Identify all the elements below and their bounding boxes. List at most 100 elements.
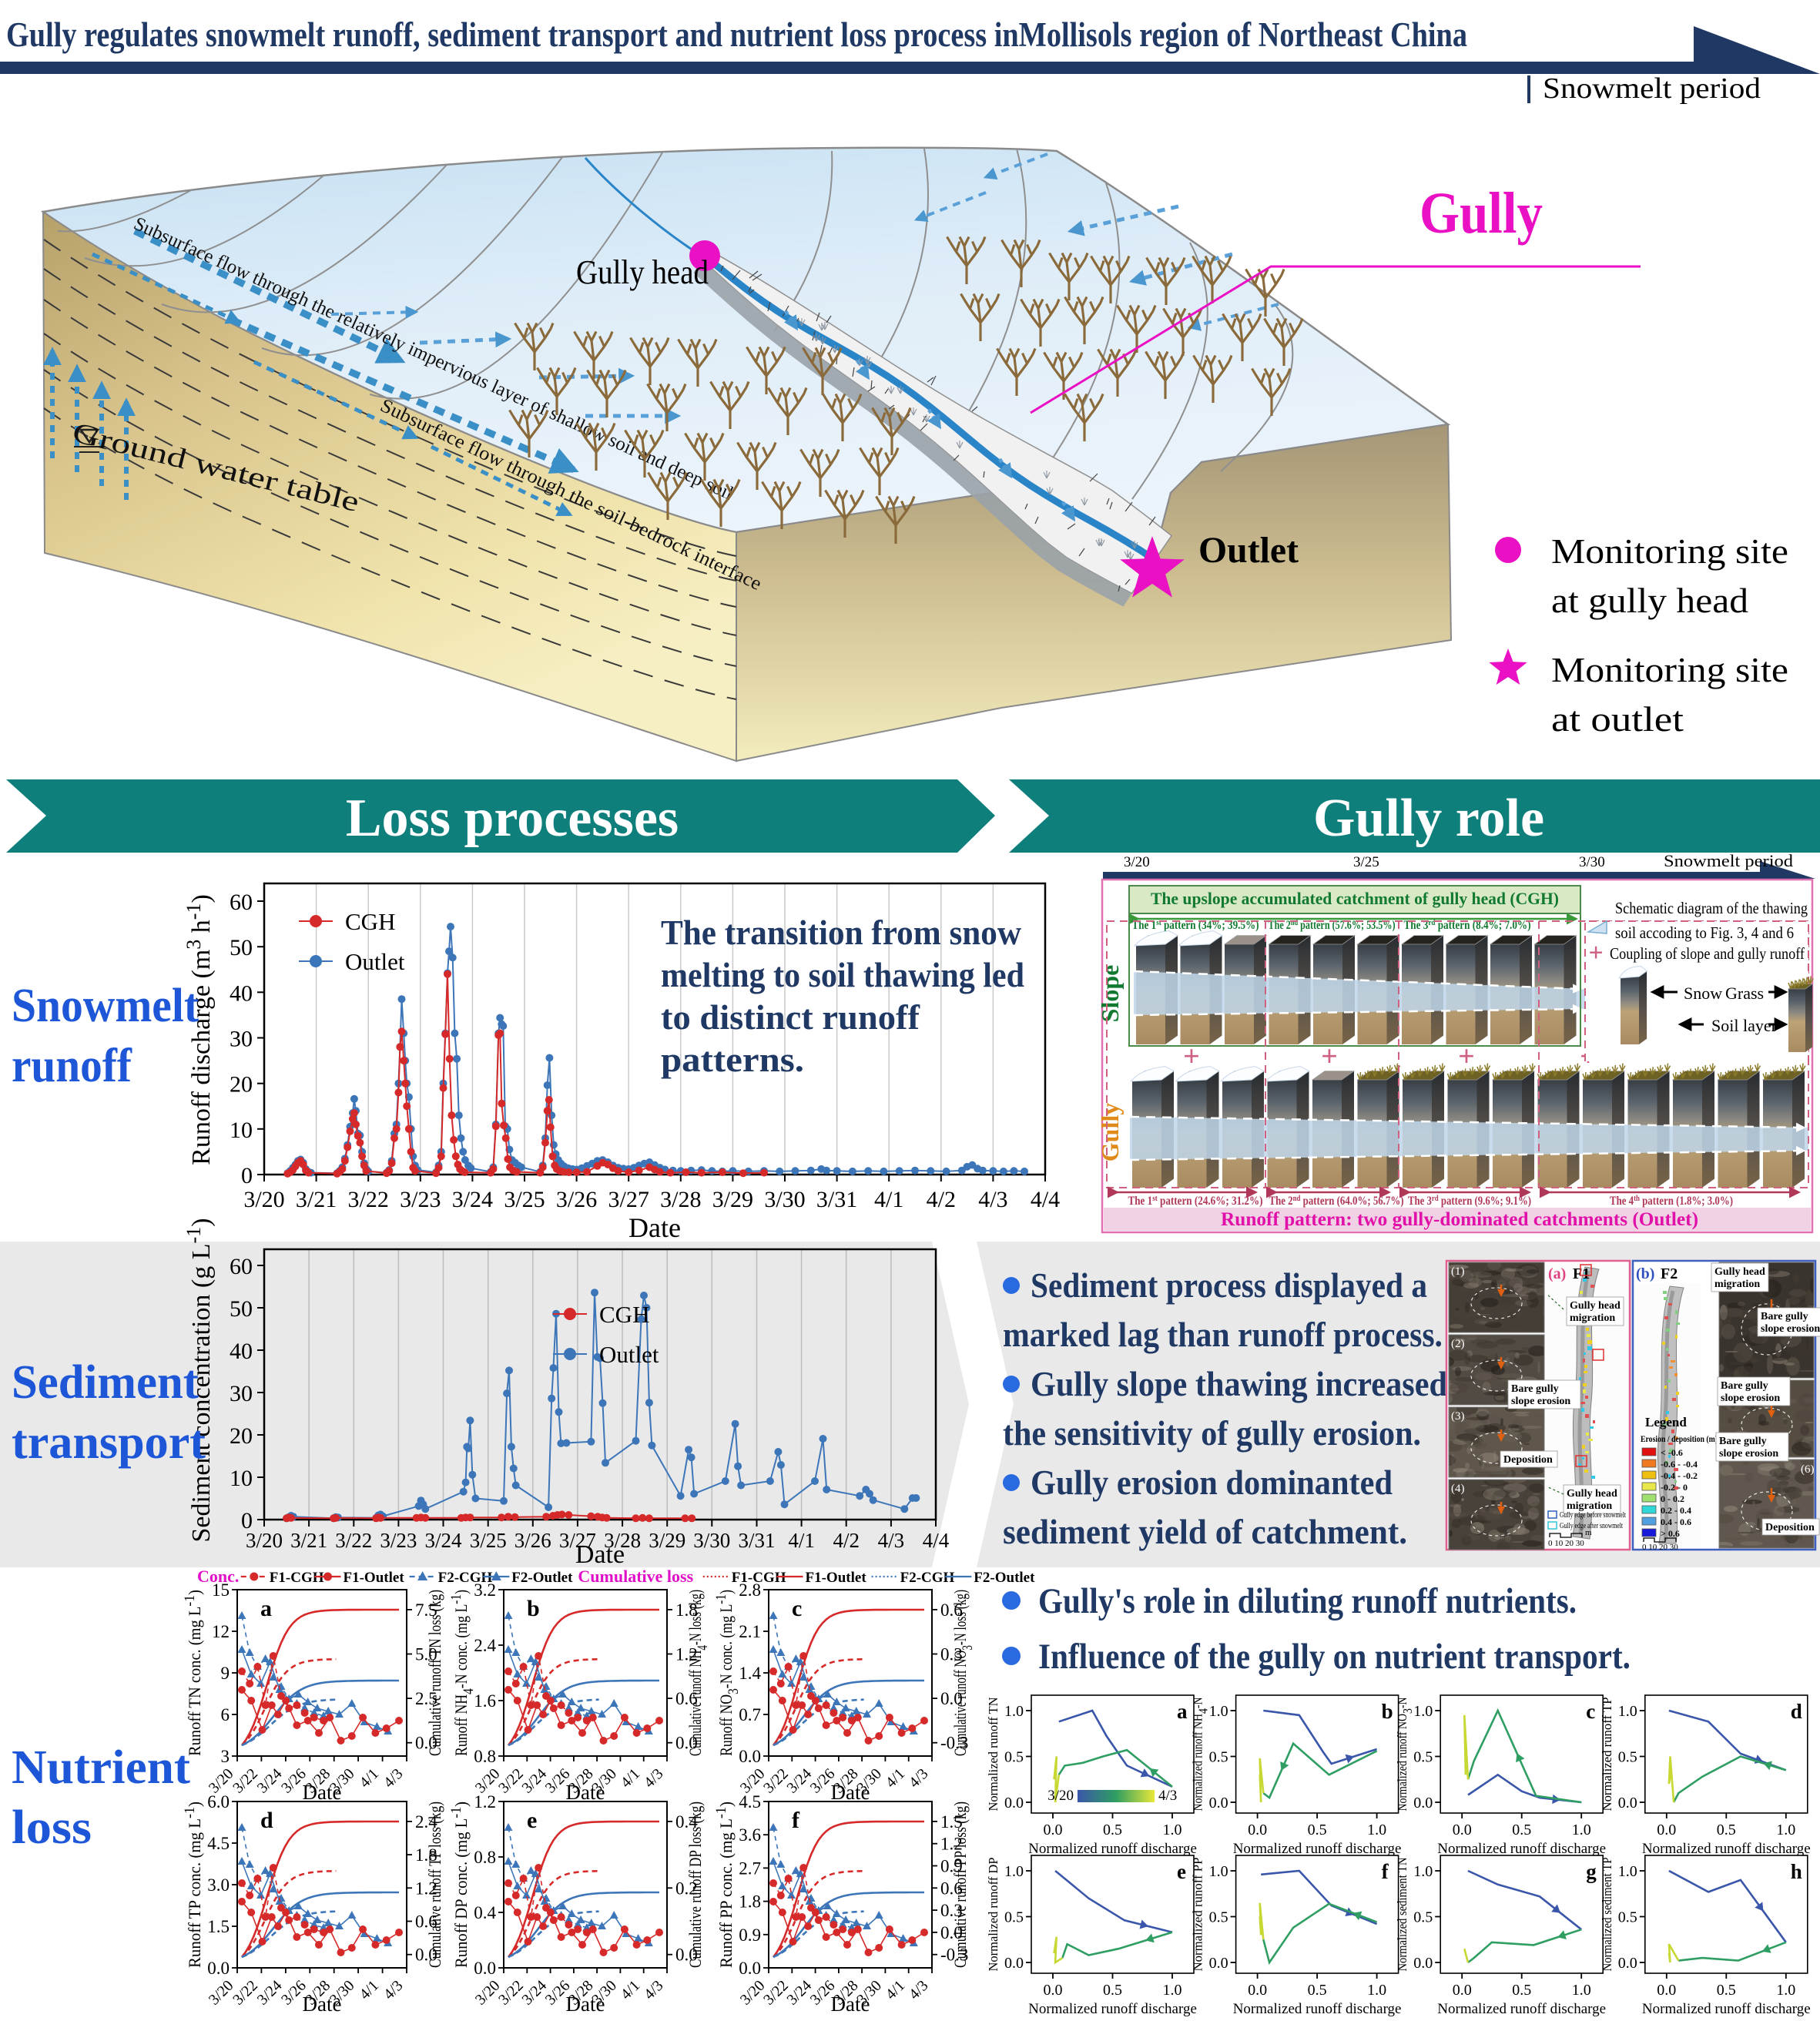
svg-text:CGH: CGH [345, 908, 395, 935]
svg-text:0.2 - 0.4: 0.2 - 0.4 [1661, 1505, 1691, 1516]
svg-text:at outlet: at outlet [1551, 699, 1684, 739]
svg-text:0.0: 0.0 [1004, 1795, 1024, 1812]
svg-text:20: 20 [230, 1072, 253, 1098]
svg-text:Date: Date [575, 1540, 625, 1569]
svg-text:4/4: 4/4 [923, 1529, 950, 1552]
svg-text:0: 0 [241, 1163, 253, 1188]
svg-text:-0.2 - 0: -0.2 - 0 [1661, 1482, 1688, 1493]
svg-text:Snow: Snow [1684, 984, 1722, 1003]
svg-text:+: + [1588, 939, 1603, 967]
svg-text:9: 9 [221, 1664, 230, 1683]
svg-text:4/4: 4/4 [1031, 1187, 1060, 1212]
svg-text:The 1st pattern (34%; 39.5%): The 1st pattern (34%; 39.5%) [1132, 918, 1259, 932]
svg-text:Runoff TN conc. (mg L-1): Runoff TN conc. (mg L-1) [182, 1590, 204, 1756]
svg-text:Gully slope thawing increased: Gully slope thawing increased [1031, 1364, 1447, 1403]
svg-text:0.0: 0.0 [1618, 1955, 1637, 1972]
svg-text:3/30: 3/30 [1579, 854, 1605, 870]
svg-text:m: m [1585, 1528, 1592, 1537]
svg-text:0.4 - 0.6: 0.4 - 0.6 [1661, 1517, 1691, 1527]
svg-text:c: c [1586, 1700, 1595, 1723]
svg-text:d: d [1791, 1700, 1802, 1723]
svg-text:-0.3: -0.3 [940, 1946, 968, 1965]
svg-text:loss: loss [12, 1801, 92, 1854]
svg-text:40: 40 [230, 980, 253, 1006]
svg-text:12: 12 [212, 1622, 230, 1641]
svg-text:sediment yield of catchment.: sediment yield of catchment. [1003, 1512, 1407, 1551]
svg-text:The 4th pattern (1.8%; 3.0%): The 4th pattern (1.8%; 3.0%) [1610, 1194, 1733, 1208]
svg-text:Deposition: Deposition [1503, 1454, 1553, 1466]
svg-text:c: c [792, 1596, 802, 1621]
svg-text:The 2nd pattern (64.0%; 56.7%): The 2nd pattern (64.0%; 56.7%) [1269, 1194, 1404, 1208]
svg-text:slope erosion: slope erosion [1721, 1393, 1780, 1404]
svg-text:+: + [1458, 1041, 1475, 1073]
svg-text:Snowmelt: Snowmelt [12, 980, 199, 1032]
svg-text:(3): (3) [1451, 1410, 1465, 1423]
svg-text:Erosion / deposition (m): Erosion / deposition (m) [1641, 1433, 1718, 1444]
svg-text:Cumulative runoff PP loss (kg): Cumulative runoff PP loss (kg) [950, 1801, 970, 1968]
svg-text:0.5: 0.5 [1308, 1822, 1327, 1838]
svg-text:1.5: 1.5 [207, 1917, 230, 1936]
svg-text:0.0: 0.0 [1248, 1822, 1267, 1838]
svg-text:0.0: 0.0 [1453, 1822, 1472, 1838]
svg-text:3/29: 3/29 [649, 1529, 685, 1552]
svg-text:Date: Date [831, 1993, 870, 2016]
svg-text:0.0: 0.0 [675, 1946, 698, 1965]
svg-text:4/2: 4/2 [833, 1529, 860, 1552]
svg-text:Loss processes: Loss processes [346, 789, 679, 848]
svg-text:1.0: 1.0 [1004, 1703, 1024, 1720]
svg-text:0.6: 0.6 [940, 1879, 963, 1898]
svg-text:0.0: 0.0 [415, 1734, 437, 1753]
svg-text:3/29: 3/29 [712, 1187, 753, 1212]
svg-text:The upslope accumulated catchm: The upslope accumulated catchment of gul… [1151, 889, 1559, 908]
svg-text:2.4: 2.4 [474, 1636, 496, 1655]
svg-text:f: f [1382, 1860, 1389, 1883]
svg-text:0.2: 0.2 [675, 1879, 698, 1898]
svg-text:0 10 20 30: 0 10 20 30 [1642, 1543, 1678, 1552]
svg-text:6.0: 6.0 [207, 1792, 230, 1812]
svg-text:3/23: 3/23 [400, 1187, 441, 1212]
svg-text:3: 3 [221, 1747, 230, 1766]
svg-text:0.4: 0.4 [474, 1903, 496, 1922]
svg-text:2.7: 2.7 [739, 1858, 761, 1878]
svg-text:Normalized runoff discharge: Normalized runoff discharge [1028, 2001, 1197, 2017]
svg-text:Normalized sediment TP: Normalized sediment TP [1600, 1858, 1614, 1972]
svg-text:3/28: 3/28 [604, 1529, 641, 1552]
svg-text:-0.3: -0.3 [940, 1734, 968, 1753]
svg-text:runoff: runoff [12, 1040, 132, 1092]
svg-text:F2-Outlet: F2-Outlet [974, 1570, 1035, 1586]
svg-text:F2-Outlet: F2-Outlet [511, 1570, 573, 1586]
svg-text:0.0: 0.0 [1209, 1955, 1228, 1972]
svg-text:0.0: 0.0 [1044, 1982, 1063, 1999]
svg-text:1.0: 1.0 [1209, 1703, 1228, 1720]
svg-text:Runoff DP conc. (mg L-1): Runoff DP conc. (mg L-1) [448, 1801, 471, 1968]
svg-text:Legend: Legend [1645, 1415, 1687, 1429]
svg-text:0.6: 0.6 [940, 1600, 963, 1620]
svg-text:Normalized sediment TN: Normalized sediment TN [1395, 1858, 1409, 1972]
svg-text:1.2: 1.2 [474, 1792, 496, 1812]
svg-text:at gully head: at gully head [1551, 581, 1748, 620]
svg-text:2.4: 2.4 [415, 1812, 437, 1832]
svg-text:migration: migration [1570, 1312, 1615, 1324]
svg-text:F2-CGH: F2-CGH [438, 1570, 493, 1586]
svg-text:2.5: 2.5 [415, 1689, 437, 1708]
svg-text:e: e [1177, 1860, 1186, 1883]
svg-text:Cumulative loss: Cumulative loss [578, 1567, 693, 1586]
svg-text:Gully: Gully [1419, 181, 1543, 246]
svg-text:4.5: 4.5 [207, 1834, 230, 1853]
svg-text:0.8: 0.8 [474, 1747, 496, 1766]
svg-text:3/24: 3/24 [452, 1187, 493, 1212]
svg-text:Sediment: Sediment [12, 1356, 199, 1409]
svg-text:a: a [260, 1596, 272, 1621]
svg-text:0.5: 0.5 [1103, 1822, 1122, 1838]
svg-text:Gully role: Gully role [1313, 789, 1544, 848]
svg-text:1.8: 1.8 [415, 1845, 437, 1865]
svg-text:F1-CGH: F1-CGH [732, 1570, 786, 1586]
svg-text:4.5: 4.5 [739, 1792, 761, 1812]
svg-text:1.0: 1.0 [1367, 1982, 1386, 1999]
svg-text:0.0: 0.0 [1618, 1795, 1637, 1812]
svg-text:40: 40 [230, 1339, 253, 1364]
svg-text:3/23: 3/23 [380, 1529, 417, 1552]
svg-text:Normalized runoff discharge: Normalized runoff discharge [1233, 2001, 1402, 2017]
svg-text:1.0: 1.0 [1209, 1863, 1228, 1880]
svg-text:Bare gully: Bare gully [1761, 1311, 1808, 1322]
